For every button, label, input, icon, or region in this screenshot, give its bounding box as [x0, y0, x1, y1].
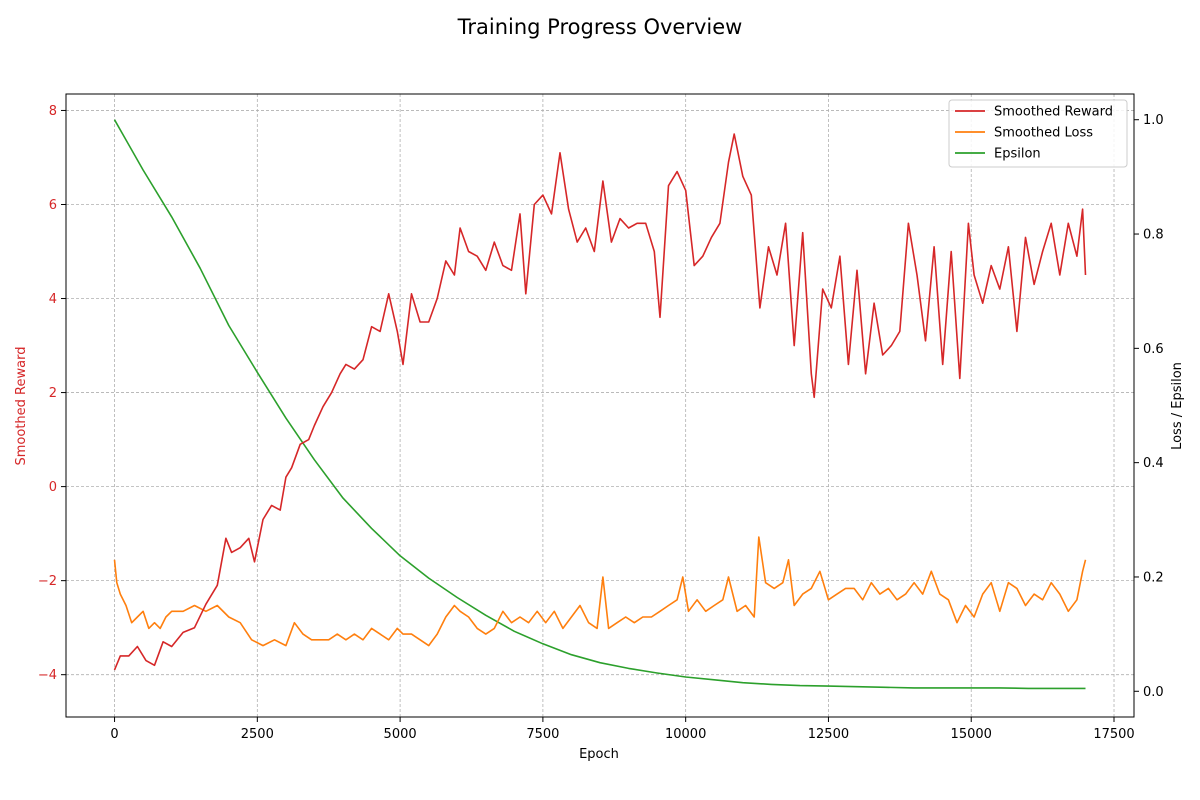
x-tick-label: 12500: [808, 727, 849, 742]
y-left-tick-label: −4: [38, 668, 57, 683]
legend-label: Smoothed Reward: [994, 105, 1113, 120]
y-left-tick-label: 6: [49, 198, 57, 213]
y-right-tick-label: 0.8: [1143, 228, 1164, 243]
series-line-epsilon: [113, 119, 1086, 690]
x-tick-label: 5000: [384, 727, 417, 742]
y-axis-right-title: Loss / Epsilon: [1170, 362, 1185, 450]
series-layer: [113, 119, 1087, 690]
y-left-tick-label: 8: [49, 104, 57, 119]
chart-title: Training Progress Overview: [457, 15, 743, 39]
x-axis-title: Epoch: [579, 747, 619, 762]
legend-label: Smoothed Loss: [994, 126, 1093, 141]
y-right-tick-label: 1.0: [1143, 113, 1164, 128]
series-line-smoothed-reward: [113, 133, 1087, 671]
y-left-tick-label: 2: [49, 386, 57, 401]
x-tick-label: 17500: [1093, 727, 1134, 742]
axes-layer: 0 2500 5000 7500 10000 12500 15000 17500 −4 −2 0 2 4…: [38, 104, 1164, 742]
y-left-tick-label: −2: [38, 574, 57, 589]
y-left-tick-label: 4: [49, 292, 57, 307]
plot-frame: [65, 93, 1135, 718]
y-right-tick-label: 0.0: [1143, 685, 1164, 700]
grid-layer: [66, 94, 1134, 717]
x-tick-label: 2500: [241, 727, 274, 742]
series-line-smoothed-loss: [113, 536, 1087, 647]
y-axis-left-title: Smoothed Reward: [14, 347, 29, 466]
legend: Smoothed Reward Smoothed Loss Epsilon: [948, 99, 1128, 168]
x-tick-label: 0: [110, 727, 118, 742]
y-right-tick-label: 0.6: [1143, 342, 1164, 357]
y-right-tick-label: 0.2: [1143, 570, 1164, 585]
y-right-tick-label: 0.4: [1143, 456, 1164, 471]
x-tick-label: 7500: [526, 727, 559, 742]
x-tick-label: 10000: [665, 727, 706, 742]
legend-box: [948, 99, 1128, 168]
x-tick-label: 15000: [951, 727, 992, 742]
y-left-tick-label: 0: [49, 480, 57, 495]
legend-label: Epsilon: [994, 147, 1041, 162]
